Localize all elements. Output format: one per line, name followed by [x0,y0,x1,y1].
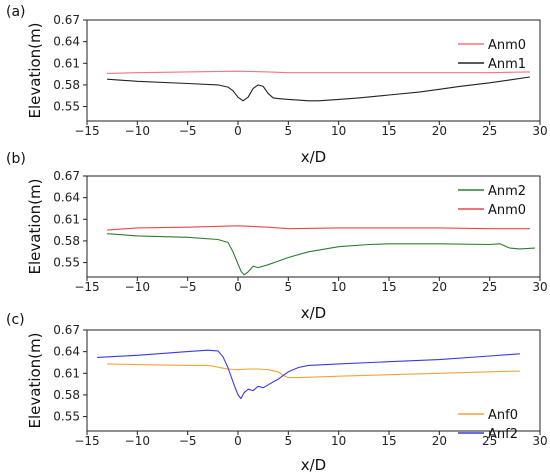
x-tick-label: 15 [381,434,396,448]
x-tick-label: 25 [482,124,497,138]
x-tick-label: 30 [532,280,547,294]
legend-label: Anm1 [488,57,526,72]
x-axis-label: x/D [301,148,326,166]
y-tick-label: 0.67 [53,13,80,27]
y-tick-label: 0.61 [53,366,80,380]
y-tick-label: 0.64 [53,35,80,49]
y-tick-label: 0.67 [53,169,80,183]
series-line-anf0 [107,363,520,379]
x-tick-label: 20 [432,124,447,138]
x-tick-label: −15 [74,280,99,294]
x-tick-label: 0 [234,124,242,138]
panel-label: (a) [6,4,26,20]
y-tick-label: 0.67 [53,323,80,337]
x-tick-label: 15 [381,280,396,294]
legend-label: Anm2 [488,184,526,199]
legend-label: Anf2 [488,427,518,442]
series-line-anm2 [107,233,536,276]
x-tick-label: 5 [285,280,293,294]
x-tick-label: −10 [125,434,150,448]
series-line-anm0 [107,70,530,74]
y-axis-label: Elevation(m) [26,23,44,119]
x-tick-label: 25 [482,280,497,294]
y-tick-label: 0.55 [53,100,80,114]
plot-frame [86,19,541,122]
x-tick-label: −5 [179,124,197,138]
y-tick-label: 0.58 [53,388,80,402]
x-axis-label: x/D [301,456,326,472]
legend: Anf0 Anf2 [458,408,518,442]
series-line-anm1 [107,76,530,102]
series-line-anm0 [107,225,530,231]
panel-label: (c) [6,312,25,328]
x-tick-label: 20 [432,434,447,448]
x-tick-label: −5 [179,434,197,448]
legend: Anm2 Anm0 [458,184,526,218]
y-tick-label: 0.61 [53,56,80,70]
x-tick-label: −15 [74,434,99,448]
x-tick-label: 10 [331,124,346,138]
legend-label: Anf0 [488,408,518,423]
x-tick-label: 5 [285,434,293,448]
y-tick-label: 0.58 [53,78,80,92]
y-tick-label: 0.64 [53,191,80,205]
y-tick-label: 0.61 [53,212,80,226]
legend-label: Anm0 [488,38,526,53]
x-tick-label: 10 [331,280,346,294]
legend-label: Anm0 [488,203,526,218]
x-tick-label: 5 [285,124,293,138]
y-tick-label: 0.64 [53,345,80,359]
plot-frame [86,175,541,278]
chart-panel-c: (c) −15 −10 −5 0 5 10 15 20 25 30 0.55 0.58 0.61 0.64 0… [6,312,548,472]
plot-frame [86,329,541,432]
y-tick-label: 0.55 [53,256,80,270]
x-tick-label: −15 [74,124,99,138]
x-axis-label: x/D [301,304,326,322]
x-tick-label: 25 [482,434,497,448]
y-axis-label: Elevation(m) [26,333,44,429]
y-axis-label: Elevation(m) [26,179,44,275]
x-tick-label: 15 [381,124,396,138]
y-tick-label: 0.58 [53,234,80,248]
x-tick-label: 0 [234,280,242,294]
legend: Anm0 Anm1 [458,38,526,72]
x-tick-label: −10 [125,280,150,294]
x-tick-label: 30 [532,434,547,448]
x-tick-label: 30 [532,124,547,138]
series-line-anf2 [97,349,520,400]
x-tick-label: −5 [179,280,197,294]
chart-panel-b: (b) −15 −10 −5 0 5 10 15 20 25 30 0.55 0.58 0.61 0.64 0… [6,151,548,322]
panel-label: (b) [6,151,26,167]
x-tick-label: −10 [125,124,150,138]
chart-panel-a: (a) −15 −10 −5 0 5 10 15 20 25 30 0.55 0.58 0.61 0.64 0… [6,4,548,166]
x-tick-label: 0 [234,434,242,448]
y-tick-label: 0.55 [53,410,80,424]
x-tick-label: 10 [331,434,346,448]
x-tick-label: 20 [432,280,447,294]
